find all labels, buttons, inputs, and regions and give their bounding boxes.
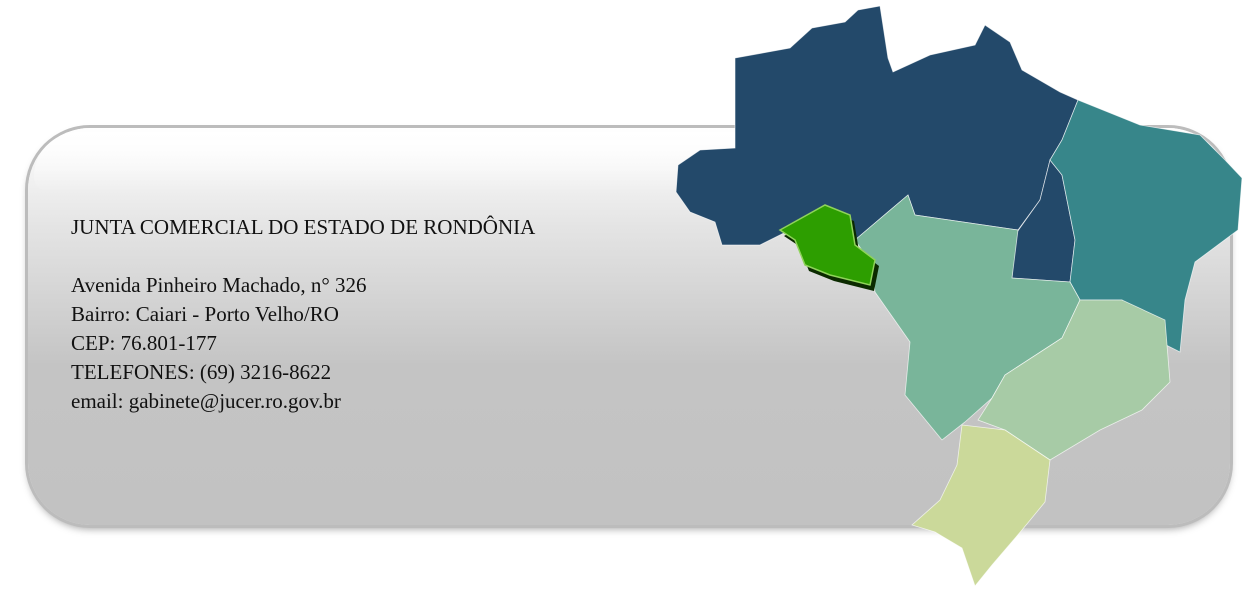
rondonia-highlight (778, 204, 876, 286)
region-north (675, 5, 1079, 246)
district: Bairro: Caiari - Porto Velho/RO (71, 302, 339, 326)
cep: CEP: 76.801-177 (71, 331, 217, 355)
region-south (911, 424, 1051, 587)
address: Avenida Pinheiro Machado, n° 326 (71, 273, 367, 297)
organization-name: JUNTA COMERCIAL DO ESTADO DE RONDÔNIA (71, 215, 536, 239)
phones: TELEFONES: (69) 3216-8622 (71, 360, 332, 384)
contact-info: JUNTA COMERCIAL DO ESTADO DE RONDÔNIA Av… (71, 213, 535, 416)
region-northeast (1049, 99, 1243, 353)
email[interactable]: email: gabinete@jucer.ro.gov.br (71, 389, 341, 413)
